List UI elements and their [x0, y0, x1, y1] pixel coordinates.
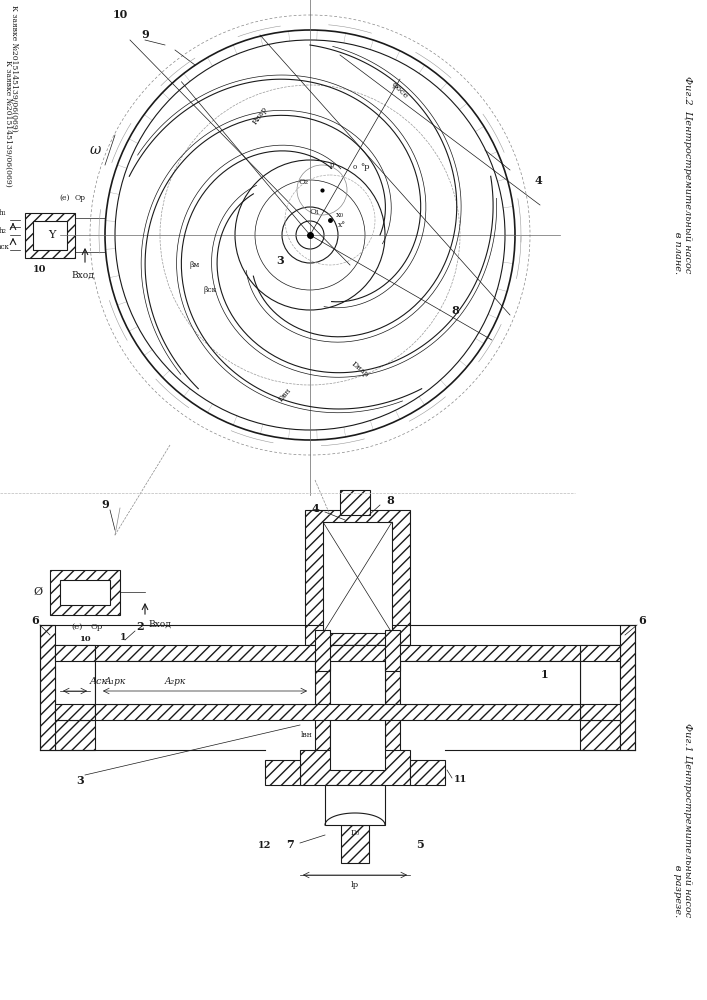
- Bar: [95, 645, 580, 661]
- Text: 12: 12: [258, 840, 271, 850]
- Text: 9: 9: [101, 499, 109, 510]
- Text: D₀: D₀: [351, 829, 360, 837]
- Text: lвн: lвн: [301, 731, 313, 739]
- Text: °р: °р: [361, 163, 370, 171]
- Text: (e): (e): [71, 623, 83, 631]
- Bar: [315, 630, 330, 671]
- Text: 9: 9: [141, 29, 149, 40]
- Text: Ø: Ø: [33, 587, 42, 597]
- Text: 5: 5: [416, 840, 424, 850]
- Text: A₁рк: A₁рк: [105, 676, 126, 686]
- Bar: [385, 645, 400, 770]
- Bar: [60, 580, 110, 605]
- Bar: [300, 750, 410, 785]
- Text: O₂: O₂: [299, 178, 309, 186]
- Text: h₂: h₂: [0, 227, 7, 235]
- Bar: [325, 785, 385, 825]
- Text: Вход: Вход: [71, 270, 95, 279]
- Text: O₁: O₁: [310, 208, 320, 216]
- Text: x°: x°: [338, 221, 346, 229]
- Text: 6: 6: [638, 614, 646, 626]
- Text: ω: ω: [89, 143, 100, 157]
- Text: р: р: [329, 161, 334, 169]
- Text: A₂рк: A₂рк: [164, 676, 186, 686]
- Bar: [620, 625, 635, 750]
- Text: 10: 10: [79, 635, 90, 643]
- Text: Op: Op: [74, 194, 86, 202]
- Bar: [330, 645, 385, 770]
- Text: lр: lр: [351, 881, 359, 889]
- Text: 11: 11: [453, 776, 467, 784]
- Text: 4: 4: [311, 502, 319, 514]
- Bar: [55, 704, 95, 720]
- Bar: [25, 213, 75, 258]
- Text: 3: 3: [76, 774, 84, 786]
- Text: φосе: φосе: [390, 80, 410, 100]
- Text: 10: 10: [33, 265, 47, 274]
- Text: К заявке №2015145139/06(069): К заявке №2015145139/06(069): [4, 60, 12, 187]
- Bar: [580, 645, 620, 661]
- Text: К заявке №2015145139/06(069): К заявке №2015145139/06(069): [10, 5, 18, 132]
- Bar: [580, 704, 620, 720]
- Text: 10: 10: [112, 9, 128, 20]
- Text: 1: 1: [119, 633, 127, 642]
- Bar: [50, 570, 120, 615]
- Text: Dнар: Dнар: [349, 360, 370, 380]
- Bar: [95, 661, 315, 704]
- Text: Op: Op: [91, 623, 103, 631]
- Bar: [33, 221, 67, 250]
- Bar: [340, 490, 370, 515]
- Text: x₀: x₀: [336, 211, 344, 219]
- Text: 8: 8: [386, 494, 394, 506]
- Text: Фиг.1 Центростремительный насос
              в разрезе.: Фиг.1 Центростремительный насос в разрез…: [672, 723, 692, 917]
- Text: βм: βм: [190, 261, 200, 269]
- Bar: [55, 720, 95, 750]
- Bar: [410, 760, 445, 785]
- Text: Вход: Вход: [148, 619, 171, 629]
- Text: Y: Y: [48, 230, 56, 240]
- Text: h₁: h₁: [0, 209, 7, 217]
- Bar: [55, 645, 95, 661]
- Bar: [341, 825, 369, 863]
- Text: 8: 8: [451, 304, 459, 316]
- Text: o: o: [353, 163, 357, 171]
- Bar: [400, 661, 580, 704]
- Text: (e): (e): [60, 194, 70, 202]
- Text: Aск: Aск: [90, 676, 108, 686]
- Bar: [265, 760, 300, 785]
- Text: 4: 4: [534, 174, 542, 186]
- Bar: [315, 645, 330, 770]
- Bar: [385, 630, 400, 671]
- Text: 7: 7: [286, 840, 294, 850]
- Text: hск: hск: [0, 243, 9, 251]
- Bar: [95, 704, 580, 720]
- Text: 2: 2: [136, 621, 144, 633]
- Text: 3: 3: [276, 254, 284, 265]
- Text: βск: βск: [204, 286, 216, 294]
- Bar: [580, 720, 620, 750]
- Text: Dвн: Dвн: [277, 386, 293, 404]
- Text: Фиг.2  Центростремительный насос
              в плане.: Фиг.2 Центростремительный насос в плане.: [672, 76, 692, 274]
- Bar: [323, 522, 392, 633]
- Bar: [580, 645, 620, 720]
- Text: 6: 6: [31, 614, 39, 626]
- Text: Rнар: Rнар: [251, 104, 269, 126]
- Bar: [305, 510, 410, 645]
- Text: 1: 1: [541, 670, 549, 680]
- Bar: [40, 625, 55, 750]
- Bar: [55, 645, 95, 720]
